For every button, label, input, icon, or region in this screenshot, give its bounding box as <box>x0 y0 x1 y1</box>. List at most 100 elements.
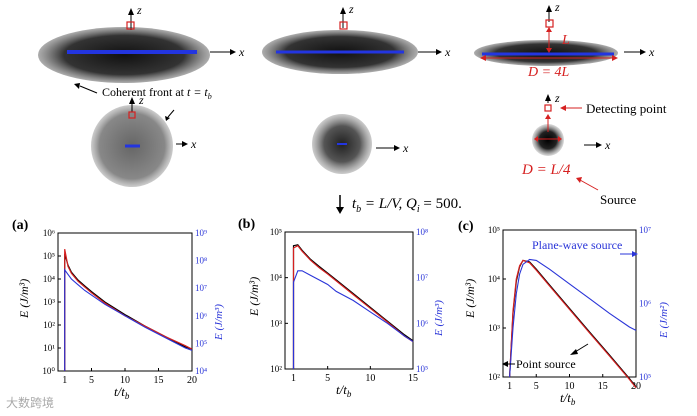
x-axis-label-3: x <box>648 45 655 59</box>
panel-b-right-ticks: 10⁵ 10⁶ 10⁷ 10⁸ <box>416 227 428 374</box>
L-label: L <box>561 33 570 48</box>
panel-b-left-ticks: 10² 10³ 10⁴ 10⁵ <box>270 227 288 374</box>
left-tick-label: 10⁰ <box>42 366 55 376</box>
left-tick-label: 10⁴ <box>488 274 500 284</box>
x-tick-label: 15 <box>408 373 418 384</box>
x-axis-label-2: x <box>444 45 451 59</box>
x-axis-label-1: x <box>238 45 245 59</box>
D-label-2: D = L/4 <box>521 162 571 178</box>
svg-text:z: z <box>554 91 560 105</box>
panel-a-right-ticks: 10⁴ 10⁵ 10⁶ 10⁷ 10⁸ 10⁹ <box>195 228 207 376</box>
coherent-front-annotation: Coherent front at t = tb <box>74 83 212 121</box>
right-tick-label: 10⁵ <box>639 372 651 382</box>
detector-box-1 <box>126 21 135 30</box>
point-source-annotation: Point source <box>516 357 576 371</box>
right-tick-label: 10⁸ <box>416 227 428 237</box>
cloud-2: x z <box>262 2 451 74</box>
left-tick-label: 10² <box>43 320 55 330</box>
panel-c-right-ticks: 10⁵ 10⁶ 10⁷ <box>639 225 651 382</box>
svg-text:z: z <box>138 93 144 107</box>
right-tick-label: 10⁹ <box>195 228 207 238</box>
series-line-black <box>292 244 414 369</box>
left-tick-label: 10⁴ <box>43 274 55 284</box>
panel-c-ylabel: E (J/m³) <box>463 279 477 319</box>
svg-text:tb = L/V, Qi = 500.: tb = L/V, Qi = 500. <box>352 196 462 215</box>
panel-a-ylabel: E (J/m³) <box>17 279 31 319</box>
sphere-3: z Detecting point x D = L/4 Source <box>521 91 667 207</box>
right-tick-label: 10⁸ <box>195 256 207 266</box>
sphere-1: z x <box>91 93 197 187</box>
panel-b-y2label: E (J/m³) <box>433 300 445 337</box>
series-line-red <box>292 244 414 369</box>
panel-c-y2label: E (J/m²) <box>658 302 670 339</box>
panel-a-y2label: E (J/m³) <box>213 304 225 341</box>
right-tick-label: 10⁶ <box>639 299 651 309</box>
watermark: 大数跨境 <box>6 396 55 410</box>
source-label: Source <box>600 192 636 207</box>
left-tick-label: 10³ <box>488 323 500 333</box>
right-tick-label: 10⁶ <box>195 311 207 321</box>
panel-c-left-ticks: 10² 10³ 10⁴ 10⁵ <box>488 225 506 382</box>
right-tick-label: 10⁷ <box>639 225 651 235</box>
panel-c: (c) E (J/m³) E (J/m²) t/tb 10² 10³ 10⁴ 10⁵ … <box>458 219 670 407</box>
right-tick-label: 10⁷ <box>416 273 428 283</box>
x-tick-label: 1 <box>62 375 67 386</box>
detecting-point-label: Detecting point <box>586 101 667 116</box>
panel-c-label: (c) <box>458 219 474 234</box>
cloud-1: x z <box>38 3 245 83</box>
svg-text:x: x <box>402 141 409 155</box>
z-axis-label-1: z <box>136 3 142 17</box>
x-tick-label: 5 <box>89 375 94 386</box>
left-tick-label: 10⁵ <box>270 227 282 237</box>
right-tick-label: 10⁵ <box>416 364 428 374</box>
right-tick-label: 10⁴ <box>195 366 207 376</box>
x-tick-label: 5 <box>325 373 330 384</box>
svg-text:x: x <box>604 138 611 152</box>
z-axis-label-2: z <box>348 2 354 16</box>
panel-b: (b) E (J/m³) E (J/m³) t/tb 10² 10³ 10⁴ 10⁵ … <box>238 217 445 399</box>
left-tick-label: 10² <box>270 364 282 374</box>
panel-b-series <box>292 244 414 369</box>
series-line-blue <box>292 270 414 369</box>
panel-b-x-ticks: 1 5 10 15 <box>291 366 418 384</box>
caption: tb = L/V, Qi = 500. <box>336 195 462 215</box>
series-line-blue <box>64 268 193 371</box>
series-line-red <box>509 259 637 389</box>
left-tick-label: 10⁶ <box>43 228 55 238</box>
x-tick-label: 5 <box>534 381 539 392</box>
plane-wave-annotation: Plane-wave source <box>532 238 622 252</box>
x-tick-label: 10 <box>365 373 375 384</box>
D-label-1: D = 4L <box>527 65 570 80</box>
left-tick-label: 10⁵ <box>488 225 500 235</box>
cloud-3: x z L D = 4L <box>474 0 655 80</box>
series-line-red <box>64 248 193 371</box>
panel-b-label: (b) <box>238 217 255 232</box>
sphere-2: x <box>312 114 409 174</box>
panel-a-label: (a) <box>12 218 29 233</box>
svg-text:t/tb: t/tb <box>114 384 130 401</box>
left-tick-label: 10¹ <box>43 343 55 353</box>
x-tick-label: 10 <box>120 375 130 386</box>
left-tick-label: 10² <box>488 372 500 382</box>
left-tick-label: 10⁴ <box>270 273 282 283</box>
svg-text:x: x <box>190 137 197 151</box>
x-tick-label: 1 <box>507 381 512 392</box>
panel-c-series <box>509 258 637 389</box>
x-tick-label: 15 <box>154 375 164 386</box>
right-tick-label: 10⁵ <box>195 338 207 348</box>
right-tick-label: 10⁶ <box>416 318 428 328</box>
panel-a: (a) E (J/m³) E (J/m³) t/tb 10⁰ 10¹ 10² 10³ 1… <box>12 218 225 401</box>
svg-text:t/tb: t/tb <box>560 390 576 407</box>
series-line-blue <box>509 258 637 378</box>
x-tick-label: 10 <box>565 381 575 392</box>
x-tick-label: 20 <box>187 375 197 386</box>
svg-text:Coherent front at t = tb: Coherent front at t = tb <box>102 85 212 101</box>
svg-text:t/tb: t/tb <box>336 382 352 399</box>
panel-b-ylabel: E (J/m³) <box>247 277 261 317</box>
left-tick-label: 10⁵ <box>43 251 55 261</box>
panel-a-series <box>64 248 193 371</box>
x-tick-label: 1 <box>291 373 296 384</box>
left-tick-label: 10³ <box>43 297 55 307</box>
left-tick-label: 10³ <box>270 318 282 328</box>
